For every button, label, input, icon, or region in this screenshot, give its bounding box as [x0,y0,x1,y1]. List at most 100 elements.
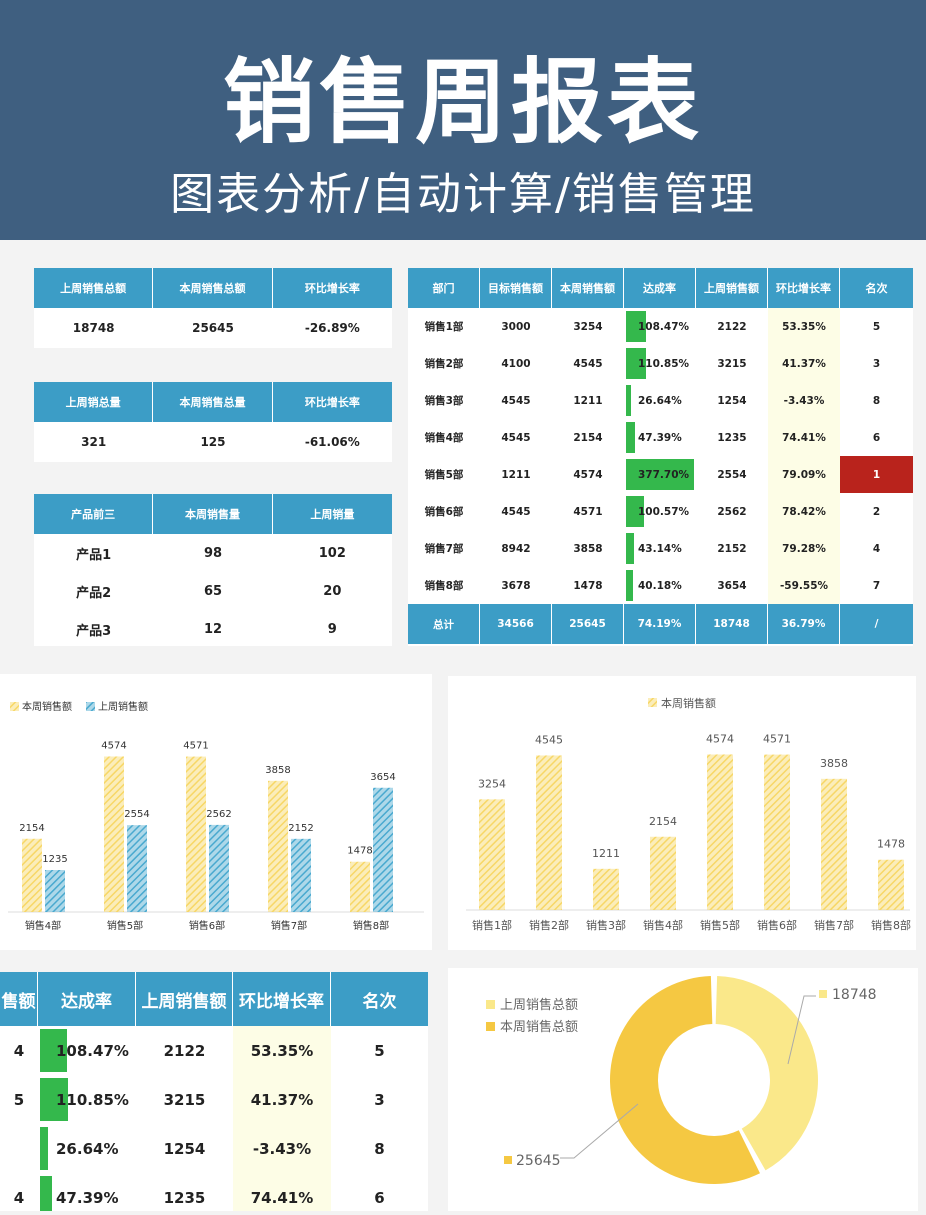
achievement-rate: 110.85% [38,1075,136,1124]
donut-slice [610,976,760,1184]
legend-swatch-this-week [10,702,19,711]
bar [22,838,42,912]
category-label: 销售6部 [189,919,225,932]
header-cell: 部门 [408,268,480,308]
header-cell: 本周销售额 [552,268,624,308]
header-cell: 本周销售总额 [153,268,273,308]
data-label: 3254 [478,777,506,790]
report-subtitle: 图表分析/自动计算/销售管理 [170,169,756,220]
table-row: 销售3部 4545 1211 26.64% 1254 -3.43% 8 [408,382,913,419]
category-label: 销售7部 [814,918,854,932]
table-row: 销售5部 1211 4574 377.70% 2554 79.09% 1 [408,456,913,493]
product-this-week: 98 [203,545,223,561]
last-week-amount: 2562 [717,505,747,518]
legend-label-last-week: 上周销售额 [98,700,148,713]
header-cell: 售额 [0,972,38,1026]
table-row: 销售2部 4100 4545 110.85% 3215 41.37% 3 [408,345,913,382]
dept-name: 销售6部 [424,506,464,518]
bar [127,825,147,912]
target-amount: 8942 [501,542,531,555]
legend-swatch-last-week-total [486,1000,495,1009]
table-row: 产品2 65 20 [34,572,392,610]
legend-swatch-this-week [648,698,657,707]
growth-rate: 79.09% [768,456,840,493]
last-week-total-qty: 321 [81,435,107,449]
category-label: 销售8部 [353,919,389,932]
bar [479,799,505,910]
report-banner: 销售周报表 图表分析/自动计算/销售管理 [0,0,926,240]
data-label: 1478 [347,846,372,857]
table-row: 销售6部 4545 4571 100.57% 2562 78.42% 2 [408,493,913,530]
bar [45,870,65,912]
data-label: 2562 [206,809,231,820]
data-label: 2152 [288,823,313,834]
dept-name: 销售7部 [424,543,464,555]
this-week-amount-partial: 4 [13,1188,25,1207]
this-week-amount: 3858 [573,542,603,555]
table-row: 产品1 98 102 [34,534,392,572]
total-cell: 总计 [408,604,480,644]
header-cell: 上周销售额 [136,972,233,1026]
total-cell: 34566 [480,604,552,644]
last-week-amount: 1235 [163,1188,206,1207]
chart-this-week-sales: 本周销售额 3254 销售1部 4545 销售2部 1211 销售3部 2154 销售4部 457… [448,676,916,950]
target-amount: 1211 [501,468,531,481]
achievement-bar [40,1078,68,1121]
leader-line [560,1103,639,1159]
chart-weekly-compare-svg: 本周销售额 上周销售额 2154 1235 销售4部 4574 2554 销售5部 4571 25… [8,700,424,932]
this-week-amount-partial: 5 [13,1090,25,1109]
target-amount: 3000 [501,320,531,333]
growth-rate: -3.43% [233,1124,331,1173]
this-week-amount: 4574 [573,468,603,481]
achievement-bar [626,385,631,416]
rank: 8 [374,1139,385,1158]
product-this-week: 65 [203,583,223,599]
last-week-amount: 3215 [163,1090,206,1109]
total-cell: 36.79% [768,604,840,644]
department-sales-table: 部门 目标销售额 本周销售额 达成率 上周销售额 环比增长率 名次 销售1部 30… [408,268,913,646]
table-row: 4 108.47% 2122 53.35% 5 [0,1026,428,1075]
achievement-rate-text: 26.64% [638,394,682,407]
growth-rate: 53.35% [233,1026,331,1075]
table-row: 销售4部 4545 2154 47.39% 1235 74.41% 6 [408,419,913,456]
bar [650,836,676,910]
this-week-total-qty: 125 [200,435,226,449]
achievement-rate: 100.57% [624,493,696,530]
header-cell: 产品前三 [34,494,154,534]
achievement-bar [40,1029,68,1072]
achievement-bar [626,459,694,490]
product-this-week: 12 [203,621,223,637]
top-products-table: 产品前三 本周销售量 上周销量 产品1 98 102 产品2 65 20 产品3… [34,494,392,646]
achievement-rate-text: 110.85% [56,1090,129,1109]
product-last-week: 102 [318,545,346,561]
achievement-rate: 26.64% [38,1124,136,1173]
achievement-rate: 108.47% [624,308,696,345]
achievement-bar [626,422,635,453]
summary-amount-table: 上周销售总额 本周销售总额 环比增长率 18748 25645 -26.89% [34,268,392,348]
total-cell: 18748 [696,604,768,644]
leader-line [787,995,816,1065]
report-title: 销售周报表 [222,48,703,156]
growth-rate: 41.37% [233,1075,331,1124]
achievement-rate: 108.47% [38,1026,136,1075]
growth-rate: 78.42% [768,493,840,530]
bar [209,824,229,912]
achievement-rate-text: 108.47% [638,320,690,333]
chart-weekly-compare: 本周销售额 上周销售额 2154 1235 销售4部 4574 2554 销售5部 4571 25… [0,674,432,950]
rank: 3 [374,1090,385,1109]
bar [821,778,847,910]
data-label: 4571 [763,733,791,746]
achievement-rate: 110.85% [624,345,696,382]
rank: 1 [840,456,913,493]
last-week-total-amount: 18748 [72,321,115,335]
target-amount: 4545 [501,431,531,444]
data-label: 3858 [820,757,848,770]
value-swatch [504,1156,512,1164]
this-week-total-amount: 25645 [192,321,234,335]
data-label: 1235 [42,854,67,865]
header-cell: 本周销售总量 [153,382,273,422]
product-name: 产品1 [76,547,112,563]
achievement-bar [626,570,634,601]
product-name: 产品3 [76,623,112,639]
achievement-bar [40,1127,48,1170]
